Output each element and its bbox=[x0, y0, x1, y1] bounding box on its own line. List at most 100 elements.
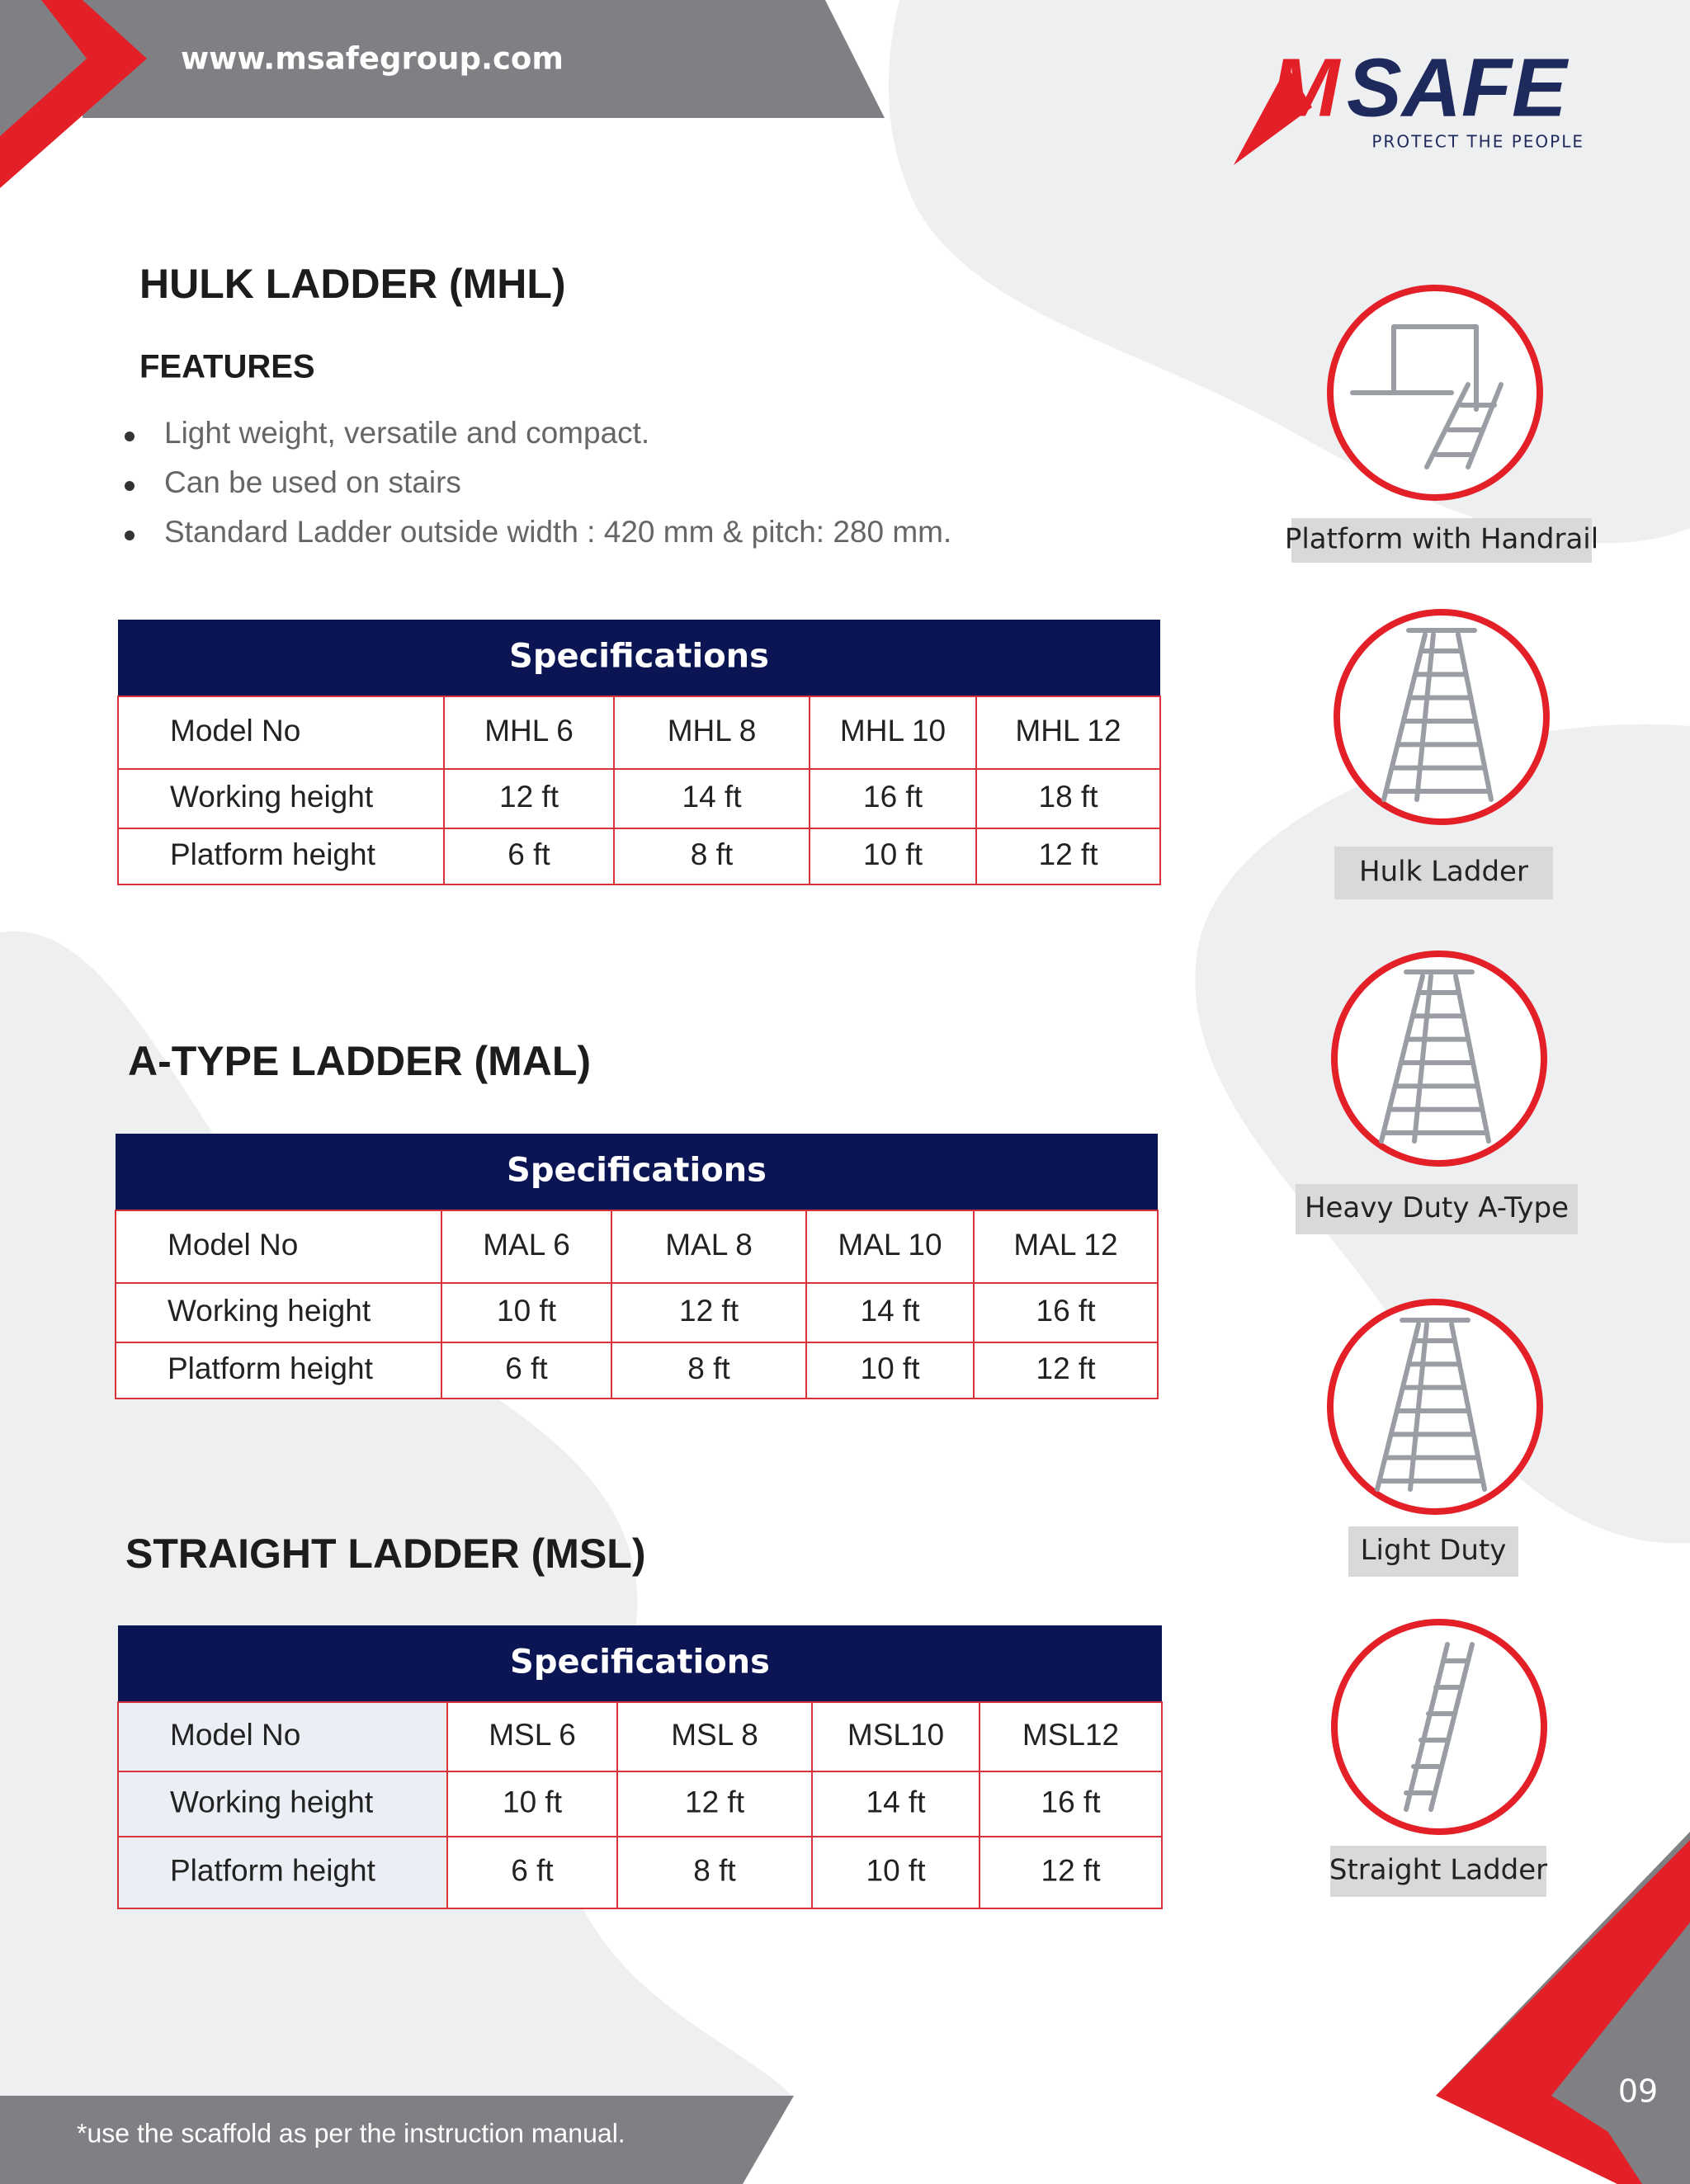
table-cell bbox=[613, 768, 810, 829]
table-cell bbox=[616, 1701, 813, 1772]
ladder-sketch bbox=[1424, 382, 1470, 469]
header-chevron-inner bbox=[0, 0, 87, 136]
bullet bbox=[125, 481, 135, 491]
table-cell bbox=[446, 1836, 618, 1909]
cell-value: 16 ft bbox=[1041, 1785, 1102, 1818]
ladder-sketch bbox=[1404, 1642, 1450, 1812]
cell-value: 14 ft bbox=[866, 1785, 927, 1818]
cell-value: 6 ft bbox=[505, 1351, 548, 1385]
table-cell bbox=[811, 1701, 980, 1772]
section-title: A-TYPE LADDER (MAL) bbox=[128, 1038, 591, 1084]
table-header bbox=[116, 1134, 1158, 1210]
product-label-box bbox=[1348, 1526, 1518, 1577]
cell-value: 10 ft bbox=[866, 1853, 927, 1887]
cell-value: 12 ft bbox=[499, 780, 559, 814]
cell-value: 10 ft bbox=[861, 1351, 921, 1385]
product-label-box bbox=[1296, 1184, 1578, 1234]
feature: Standard Ladder outside width : 420 mm &… bbox=[164, 515, 951, 549]
table-cell bbox=[975, 696, 1161, 770]
ladder-sketch bbox=[1456, 632, 1494, 802]
table-caption: Specifications bbox=[507, 1152, 767, 1190]
row-label: Platform height bbox=[168, 1351, 374, 1385]
cell-value: 12 ft bbox=[679, 1294, 739, 1328]
cell-value: MSL 6 bbox=[489, 1718, 576, 1752]
cell-value: MSL10 bbox=[847, 1718, 944, 1752]
footer-chevron bbox=[1436, 1840, 1690, 2184]
table-cell bbox=[616, 1836, 813, 1909]
table-cell bbox=[805, 1210, 975, 1284]
cell-value: 8 ft bbox=[687, 1351, 730, 1385]
table-cell bbox=[443, 768, 615, 829]
cell-value: 14 ft bbox=[682, 780, 743, 814]
ladder-sketch bbox=[1412, 974, 1433, 1144]
cell-value: 16 ft bbox=[1036, 1294, 1097, 1328]
logo-name: SAFE bbox=[1347, 41, 1570, 134]
product-label: Hulk Ladder bbox=[1359, 856, 1528, 889]
table-cell bbox=[973, 1342, 1159, 1399]
table-cell bbox=[811, 1836, 980, 1909]
feature: Light weight, versatile and compact. bbox=[164, 416, 649, 450]
cell-value: 12 ft bbox=[1036, 1351, 1097, 1385]
table-cell bbox=[117, 768, 445, 829]
table-cell bbox=[117, 696, 445, 770]
logo-tagline: PROTECT THE PEOPLE bbox=[1371, 132, 1584, 152]
table-cell bbox=[443, 696, 615, 770]
cell-value: MHL 8 bbox=[668, 714, 757, 748]
url: www.msafegroup.com bbox=[181, 41, 564, 77]
ladder-sketch bbox=[1381, 632, 1428, 802]
product-label: Heavy Duty A-Type bbox=[1305, 1191, 1569, 1224]
cell-value: MAL 8 bbox=[665, 1228, 753, 1262]
ladder-sketch bbox=[1375, 1322, 1421, 1492]
cell-value: 10 ft bbox=[863, 837, 923, 871]
table-header bbox=[118, 1625, 1162, 1702]
table-cell bbox=[979, 1701, 1163, 1772]
header-band bbox=[83, 0, 885, 118]
table-cell bbox=[115, 1210, 442, 1284]
table-cell bbox=[441, 1210, 612, 1284]
cell-value: 12 ft bbox=[1041, 1853, 1102, 1887]
table-cell bbox=[809, 828, 977, 885]
cell-value: MHL 12 bbox=[1015, 714, 1121, 748]
product-label-box bbox=[1330, 1846, 1546, 1897]
product-label-box bbox=[1334, 847, 1553, 899]
section-title: HULK LADDER (MHL) bbox=[139, 261, 566, 307]
product-label: Straight Ladder bbox=[1329, 1854, 1547, 1887]
cell-value: MHL 6 bbox=[484, 714, 574, 748]
cell-value: 8 ft bbox=[693, 1853, 736, 1887]
product-circle bbox=[1331, 1619, 1547, 1835]
table-cell bbox=[611, 1342, 807, 1399]
row-label: Working height bbox=[168, 1294, 371, 1328]
product-label-box bbox=[1291, 518, 1592, 563]
page-number: 09 bbox=[1618, 2073, 1658, 2110]
footer-corner-inner bbox=[1584, 1980, 1690, 2184]
cell-value: 10 ft bbox=[497, 1294, 557, 1328]
table-caption: Specifications bbox=[510, 1644, 770, 1682]
row-label: Working height bbox=[170, 1785, 374, 1818]
cell-value: 16 ft bbox=[863, 780, 923, 814]
features-heading: FEATURES bbox=[139, 349, 315, 385]
cell-value: MSL 8 bbox=[671, 1718, 758, 1752]
footer-band bbox=[0, 2096, 794, 2184]
row-label: Model No bbox=[170, 1718, 300, 1752]
ladder-sketch bbox=[1414, 632, 1436, 802]
logo-swoosh bbox=[1234, 66, 1312, 165]
cell-value: MAL 10 bbox=[838, 1228, 942, 1262]
cell-value: MAL 12 bbox=[1013, 1228, 1117, 1262]
bullet bbox=[125, 531, 135, 540]
table-cell bbox=[975, 828, 1161, 885]
row-label: Platform height bbox=[170, 837, 376, 871]
table-cell bbox=[975, 768, 1161, 829]
feature: Can be used on stairs bbox=[164, 465, 461, 499]
ladder-sketch bbox=[1428, 1642, 1475, 1812]
table-cell bbox=[979, 1836, 1163, 1909]
ladder-sketch bbox=[1453, 974, 1491, 1144]
cell-value: 18 ft bbox=[1039, 780, 1099, 814]
ladder-sketch bbox=[1449, 1322, 1487, 1492]
cell-value: 10 ft bbox=[503, 1785, 563, 1818]
row-label: Working height bbox=[170, 780, 374, 814]
table-cell bbox=[117, 1836, 448, 1909]
ladder-sketch bbox=[1379, 974, 1425, 1144]
cell-value: 12 ft bbox=[1039, 837, 1099, 871]
table-cell bbox=[616, 1771, 813, 1837]
